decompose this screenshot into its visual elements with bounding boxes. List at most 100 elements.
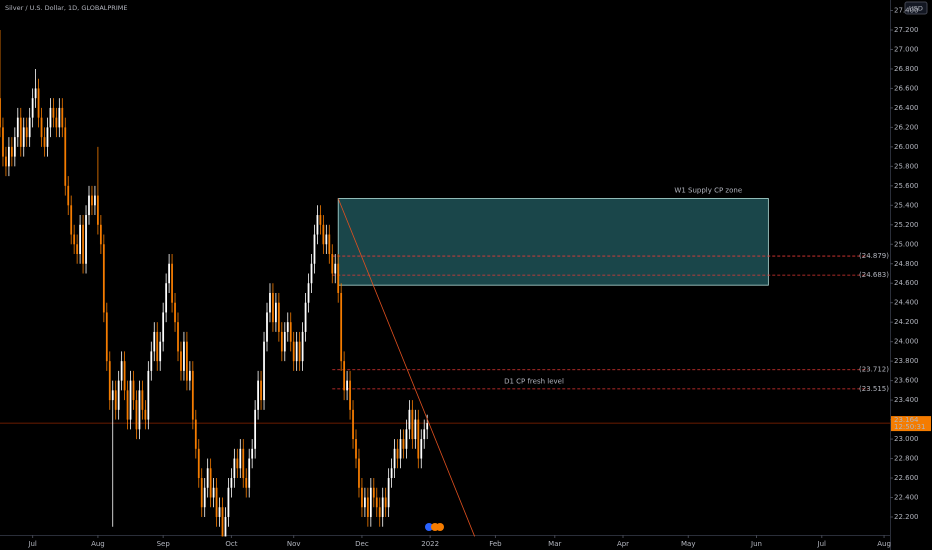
candle-body (364, 497, 366, 508)
candle-body (61, 107, 64, 128)
candle-body (129, 380, 132, 420)
y-tick-label: 24.600 (894, 279, 919, 287)
candle-body (313, 234, 316, 264)
candle-body (426, 423, 429, 430)
candle-body (19, 117, 22, 147)
candle-body (215, 487, 218, 517)
candle-body (423, 429, 426, 440)
candle-body (97, 195, 99, 225)
y-tick-label: 25.400 (894, 201, 919, 209)
candle-body (384, 497, 387, 508)
y-tick-label: 25.600 (894, 182, 919, 190)
candle-body (64, 127, 67, 186)
x-tick-label: Jun (750, 540, 762, 548)
candle-body (340, 292, 343, 362)
zone-label: W1 Supply CP zone (674, 186, 742, 194)
candle-body (393, 448, 396, 469)
candle-body (70, 205, 73, 235)
candle-body (206, 468, 209, 488)
candle-body (236, 458, 239, 469)
y-tick-label: 22.400 (894, 494, 919, 502)
candle-body (85, 215, 87, 264)
event-icon (436, 523, 444, 531)
candle-body (25, 127, 28, 138)
candle-body (420, 439, 423, 459)
candle-body (239, 448, 242, 469)
y-tick-label: 26.400 (894, 104, 919, 112)
y-tick-label: 26.000 (894, 143, 919, 151)
candle-body (10, 146, 13, 157)
last-price-box (891, 416, 931, 432)
candle-body (114, 390, 117, 410)
candle-body (194, 419, 197, 449)
y-tick-label: 23.600 (894, 377, 919, 385)
x-tick-label: Sep (157, 540, 171, 548)
candle-body (159, 341, 162, 362)
candle-body (150, 351, 153, 371)
candle-body (0, 98, 1, 128)
candle-body (310, 263, 313, 284)
candle-body (165, 283, 168, 313)
candle-body (132, 380, 135, 401)
candle-body (399, 439, 402, 459)
candle-body (331, 254, 334, 274)
candle-body (322, 224, 325, 245)
candle-body (233, 458, 236, 479)
candle-body (286, 322, 289, 332)
candle-body (405, 429, 408, 449)
y-tick-label: 24.400 (894, 299, 919, 307)
candle-body (257, 380, 259, 410)
x-tick-label: Oct (225, 540, 237, 548)
x-tick-label: Jul (817, 540, 827, 548)
candle-body (387, 478, 390, 508)
candle-body (120, 361, 123, 381)
candle-body (349, 380, 351, 410)
candle-body (266, 312, 268, 342)
x-tick-label: Aug (91, 540, 105, 548)
candle-body (200, 478, 203, 508)
x-tick-label: Dec (355, 540, 369, 548)
candle-body (147, 370, 150, 420)
candle-body (191, 370, 194, 420)
currency-box (904, 1, 928, 15)
candle-body (99, 224, 102, 245)
x-tick-label: Jul (27, 540, 37, 548)
fresh-level-label: D1 CP fresh level (504, 377, 564, 385)
candle-body (372, 487, 375, 498)
candle-body (52, 107, 55, 118)
candle-body (325, 234, 328, 245)
candle-body (269, 292, 271, 313)
candle-body (396, 448, 399, 459)
candle-body (355, 439, 357, 459)
candle-body (5, 156, 7, 167)
candle-body (108, 361, 111, 401)
candle-body (414, 419, 417, 440)
candle-body (168, 263, 170, 284)
candle-body (123, 361, 126, 391)
candle-body (307, 283, 310, 303)
candle-body (212, 487, 215, 498)
x-tick-label: Aug (877, 540, 891, 548)
candle-body (46, 127, 49, 147)
candle-body (94, 195, 96, 206)
candle-body (221, 507, 224, 537)
y-tick-label: 22.200 (894, 513, 919, 521)
currency: USD (909, 5, 923, 13)
candle-body (209, 468, 212, 498)
y-tick-label: 22.600 (894, 474, 919, 482)
candle-body (277, 302, 280, 332)
candle-body (180, 351, 182, 371)
candle-body (91, 195, 93, 206)
y-tick-label: 22.800 (894, 455, 919, 463)
candle-body (49, 107, 52, 128)
x-tick-label: 2022 (421, 540, 439, 548)
candle-body (260, 380, 262, 401)
candles (0, 29, 429, 537)
zone-rect (337, 198, 769, 286)
x-tick-label: Feb (489, 540, 502, 548)
candle-body (22, 127, 25, 147)
level-label: (23.712) (859, 366, 889, 374)
candle-body (378, 507, 381, 517)
candle-body (203, 487, 206, 508)
